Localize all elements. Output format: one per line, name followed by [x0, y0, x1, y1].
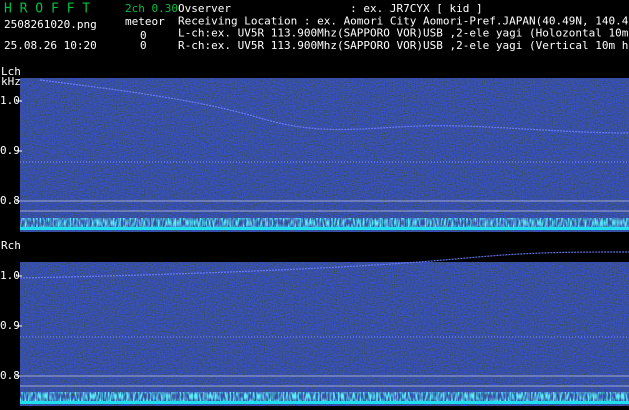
- signal-base: [20, 227, 629, 230]
- info-line: L-ch:ex. UV5R 113.900Mhz(SAPPORO VOR)USB…: [178, 27, 629, 40]
- info-line: Ovserver : ex. JR7CYX [ kid ]: [178, 2, 483, 15]
- datetime: 25.08.26 10:20: [4, 39, 97, 52]
- freq-tick-label: 0.8: [0, 194, 20, 207]
- meteor-label: meteor: [125, 15, 165, 28]
- channel-label: Lch: [1, 65, 21, 78]
- lch-count: 0: [140, 29, 147, 42]
- freq-tick-label: 0.8: [0, 369, 20, 382]
- signal-base: [20, 401, 629, 404]
- rch-count: 0: [140, 39, 147, 52]
- spectrogram-noise: [20, 262, 629, 406]
- header: H R O F F T 2ch 0.30 2508261020.png mete…: [4, 2, 178, 53]
- channel-label: Rch: [1, 239, 21, 252]
- app-title: H R O F F T: [4, 2, 90, 17]
- info-line: Receiving Location : ex. Aomori City Aom…: [178, 14, 629, 27]
- freq-tick-label: 1.0: [0, 94, 20, 107]
- filename: 2508261020.png: [4, 18, 97, 31]
- signal-trace: [19, 251, 629, 279]
- freq-tick-label: 1.0: [0, 269, 20, 282]
- unit-label: kHz: [1, 75, 21, 88]
- spectrogram-noise: [20, 78, 629, 232]
- freq-tick-label: 0.9: [0, 319, 20, 332]
- version: 2ch 0.30: [125, 2, 178, 15]
- freq-tick-label: 0.9: [0, 144, 20, 157]
- signal-trace: [39, 79, 629, 134]
- info-line: R-ch:ex. UV5R 113.900Mhz(SAPPORO VOR)USB…: [178, 39, 629, 52]
